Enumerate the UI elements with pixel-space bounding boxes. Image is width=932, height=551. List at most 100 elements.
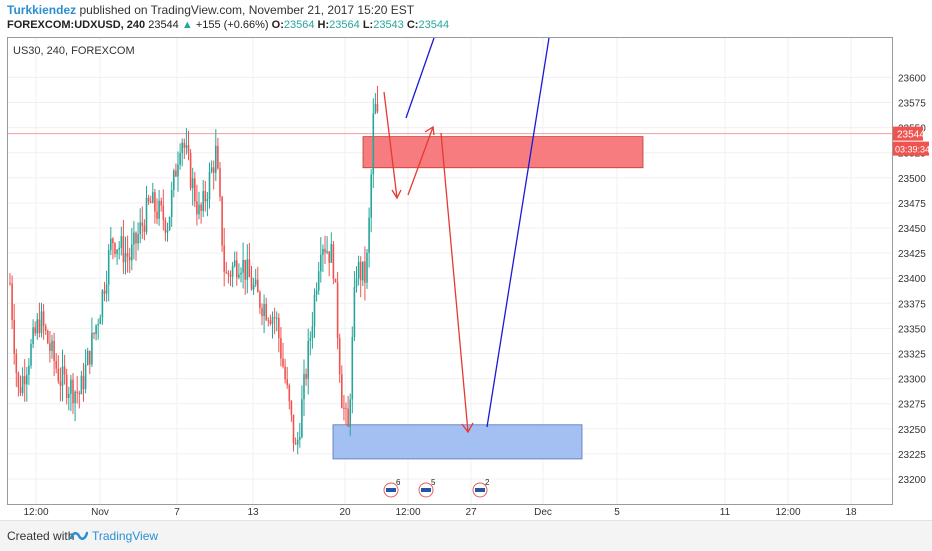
- y-tick-label: 23225: [898, 450, 926, 461]
- candle-down: [162, 205, 165, 221]
- candle-down: [47, 330, 49, 344]
- projection-arrow-up: [407, 126, 434, 196]
- candle-down: [59, 381, 62, 386]
- candle-down: [359, 261, 362, 281]
- candle-up: [322, 248, 324, 255]
- candle-down: [257, 279, 259, 293]
- candle-up: [271, 317, 274, 324]
- candle-down: [261, 308, 263, 317]
- candle-down: [19, 387, 22, 394]
- candle-down: [376, 103, 379, 112]
- candle-up: [120, 236, 123, 248]
- x-tick-label: 7: [174, 507, 180, 518]
- author-link[interactable]: Turkkiendez: [7, 3, 77, 17]
- drawings-layer: [383, 37, 550, 434]
- candle-down: [63, 366, 66, 375]
- candle-down: [38, 319, 41, 334]
- chart-title: US30, 240, FOREXCOM: [13, 45, 135, 57]
- last-price: 23544: [148, 19, 179, 31]
- low-value: 23543: [373, 19, 404, 31]
- candle-down: [196, 201, 198, 215]
- candle-up: [238, 274, 240, 278]
- change-arrow: ▲: [181, 19, 193, 31]
- y-tick-label: 23500: [898, 174, 926, 185]
- candle-up: [70, 379, 72, 394]
- y-tick-label: 23375: [898, 299, 926, 310]
- candle-down: [273, 317, 276, 319]
- created-with-text: Created with: [7, 529, 75, 543]
- projection-arrowhead: [424, 125, 435, 136]
- candle-down: [135, 232, 137, 244]
- resistance-zone: [362, 136, 644, 169]
- candle-down: [78, 392, 81, 395]
- candle-down: [93, 332, 95, 335]
- candle-up: [301, 399, 303, 438]
- candle-down: [143, 225, 146, 232]
- symbol-label: FOREXCOM:UDXUSD, 240: [7, 19, 146, 31]
- x-tick-label: Dec: [534, 507, 552, 518]
- candle-down: [147, 197, 150, 202]
- candle-down: [149, 201, 152, 203]
- candle-up: [366, 252, 368, 283]
- candle-up: [61, 366, 64, 386]
- candle-down: [204, 191, 207, 202]
- candle-down: [284, 366, 286, 380]
- candle-up: [242, 259, 244, 273]
- candle-up: [303, 373, 305, 400]
- candle-up: [208, 171, 211, 200]
- low-label: L:: [362, 19, 374, 31]
- x-tick-label: 5: [614, 507, 620, 518]
- candle-down: [250, 276, 253, 290]
- candle-down: [236, 260, 238, 278]
- candle-up: [99, 317, 102, 325]
- blue-trend-line-1: [405, 37, 435, 119]
- candle-down: [292, 414, 295, 444]
- candle-down: [225, 271, 228, 274]
- candle-up: [173, 170, 175, 190]
- candle-up: [101, 290, 104, 318]
- candles-layer: [9, 85, 379, 455]
- candle-up: [351, 336, 354, 400]
- event-flag-stripe: [475, 488, 485, 492]
- candle-down: [267, 319, 270, 321]
- candle-up: [28, 365, 30, 375]
- tradingview-brand-link[interactable]: TradingView: [92, 529, 159, 543]
- candle-down: [194, 178, 196, 202]
- candle-up: [51, 340, 53, 351]
- price-tag: 23544: [897, 130, 925, 141]
- x-tick-label: 11: [720, 507, 731, 518]
- candle-up: [84, 364, 87, 390]
- candle-down: [44, 326, 47, 331]
- candle-down: [332, 244, 335, 279]
- price-tag-bg: [893, 126, 923, 141]
- price-chart[interactable]: 23200 23225 23250 23275 23300 23325 23350 23375…: [0, 0, 932, 520]
- candle-up: [105, 284, 108, 294]
- candle-up: [40, 311, 43, 334]
- candle-up: [240, 272, 242, 275]
- candle-up: [74, 391, 76, 404]
- ohlc-line: FOREXCOM:UDXUSD, 240 23544 ▲ +155 (+0.66…: [7, 19, 449, 31]
- candle-up: [320, 254, 322, 272]
- candle-down: [13, 319, 15, 354]
- candle-up: [26, 374, 28, 385]
- candle-up: [166, 229, 169, 233]
- candle-down: [282, 358, 284, 367]
- zone-layer: [332, 136, 644, 460]
- tradingview-logo-icon: [70, 531, 88, 540]
- candle-down: [248, 259, 251, 277]
- candle-down: [290, 401, 293, 415]
- change-value: +155 (+0.66%): [195, 19, 269, 31]
- candle-down: [223, 245, 225, 272]
- footer: Created with TradingView: [0, 520, 932, 551]
- event-flag-stripe: [386, 488, 396, 492]
- candle-down: [23, 376, 26, 385]
- candle-down: [55, 360, 57, 369]
- candle-up: [246, 259, 249, 280]
- candle-up: [357, 261, 360, 279]
- candle-down: [265, 304, 267, 320]
- candle-up: [145, 197, 148, 232]
- publish-line: Turkkiendez published on TradingView.com…: [7, 3, 414, 17]
- candle-down: [229, 274, 232, 277]
- candle-up: [233, 260, 236, 266]
- candle-up: [131, 244, 133, 261]
